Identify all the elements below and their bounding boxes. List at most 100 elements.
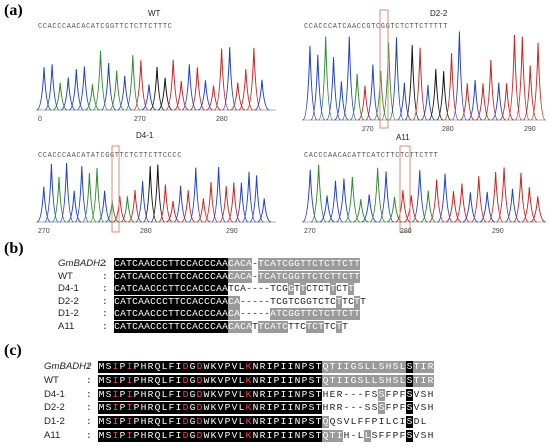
trace-peak [318, 36, 334, 121]
residue-cell: T [348, 258, 354, 270]
residue-cell: C [180, 283, 186, 296]
alignment-separator: : [86, 374, 92, 386]
residue-cell: I [399, 416, 406, 429]
chromatogram-sequence: CCACCCATCAACCGTCGGTCTCTTCTTTTT [304, 23, 448, 31]
residue-cell: C [150, 308, 156, 321]
residue-cell: S [378, 402, 385, 415]
trace-peak [67, 190, 82, 223]
residue-cell: T [413, 374, 420, 387]
residue-cell: A [192, 270, 198, 283]
residue-cell: C [348, 295, 354, 308]
residue-cell: I [287, 374, 294, 387]
residue-cell: H [322, 402, 329, 415]
residue-cell: T [348, 308, 354, 321]
trace-peak [459, 83, 475, 121]
residue-cell: - [350, 402, 357, 415]
residue-cell: C [330, 321, 336, 333]
residue-cell: R [427, 374, 434, 387]
residue-cell: A [144, 295, 150, 308]
alignment-separator: : [86, 361, 92, 372]
residue-cell: T [324, 283, 330, 296]
residue-cell: C [198, 295, 204, 308]
residue-cell: T [312, 283, 318, 296]
trace-peak [222, 47, 238, 111]
residue-cell: T [288, 295, 294, 308]
residue-cell: N [252, 374, 259, 387]
residue-cell: R [147, 374, 154, 387]
trace-peak [506, 35, 523, 121]
residue-cell: C [240, 258, 246, 270]
residue-cell: V [217, 388, 224, 401]
trace-peak [479, 191, 495, 223]
residue-cell: P [133, 361, 140, 373]
residue-cell: A [216, 295, 222, 308]
residue-cell: C [156, 295, 162, 308]
residue-cell: S [308, 374, 315, 387]
residue-cell: L [161, 388, 168, 401]
alignment-separator: : [86, 402, 92, 414]
residue-cell: C [150, 258, 156, 270]
trace-peak [513, 172, 529, 223]
residue-cell: A [192, 283, 198, 296]
residue-cell: L [357, 430, 364, 442]
residue-cell: D [182, 430, 189, 442]
residue-cell: F [399, 388, 406, 401]
residue-cell: T [168, 283, 174, 296]
residue-cell: G [300, 295, 306, 308]
trace-peak [109, 70, 125, 111]
trace-peak [135, 181, 150, 223]
residue-cell: I [336, 361, 343, 373]
trace-peak [499, 83, 514, 121]
residue-cell: T [276, 258, 282, 270]
residue-cell: T [318, 258, 324, 270]
residue-cell: C [114, 258, 120, 270]
residue-cell: I [420, 374, 427, 387]
residue-cell: C [240, 270, 246, 283]
residue-cell: K [245, 361, 252, 373]
trace-peak [467, 79, 483, 121]
residue-cell: G [189, 416, 196, 429]
residue-cell: A [144, 270, 150, 283]
residue-cell: C [342, 270, 348, 283]
trace-peak [51, 176, 67, 223]
residue-cell: C [276, 295, 282, 308]
residue-cell: N [252, 361, 259, 373]
trace-peak [530, 42, 546, 121]
trace-peak [361, 194, 377, 223]
residue-cell: R [259, 402, 266, 415]
trace-peak [226, 182, 241, 223]
residue-cell: V [217, 361, 224, 373]
trace-peak [403, 195, 420, 223]
residue-cell: - [252, 308, 258, 321]
trace-peak [310, 54, 326, 121]
residue-cell: C [180, 258, 186, 270]
residue-cell: C [264, 258, 270, 270]
residue-cell: H [322, 388, 329, 401]
residue-cell: T [330, 258, 336, 270]
residue-cell: S [105, 374, 112, 387]
residue-cell: C [300, 321, 306, 333]
residue-cell: C [210, 258, 216, 270]
residue-cell: H [140, 361, 147, 373]
residue-cell: I [420, 361, 427, 373]
residue-cell: A [246, 321, 252, 333]
residue-cell: T [315, 361, 322, 373]
residue-cell: T [174, 270, 180, 283]
residue-cell: T [276, 270, 282, 283]
alignment-row-name: GmBADH2 [58, 258, 106, 269]
residue-cell: A [240, 283, 246, 296]
trace-peak [234, 182, 249, 223]
residue-cell: R [147, 416, 154, 429]
residue-cell: C [132, 308, 138, 321]
residue-cell: - [246, 308, 252, 321]
residue-cell: K [245, 388, 252, 401]
residue-cell: A [120, 308, 126, 321]
residue-cell: C [228, 258, 234, 270]
residue-cell: P [133, 416, 140, 429]
residue-cell: S [406, 402, 413, 415]
residue-cell: - [258, 283, 264, 296]
residue-cell: T [300, 258, 306, 270]
trace-peak [206, 85, 221, 111]
tick-label: 280 [442, 126, 454, 133]
residue-cell: R [259, 374, 266, 387]
